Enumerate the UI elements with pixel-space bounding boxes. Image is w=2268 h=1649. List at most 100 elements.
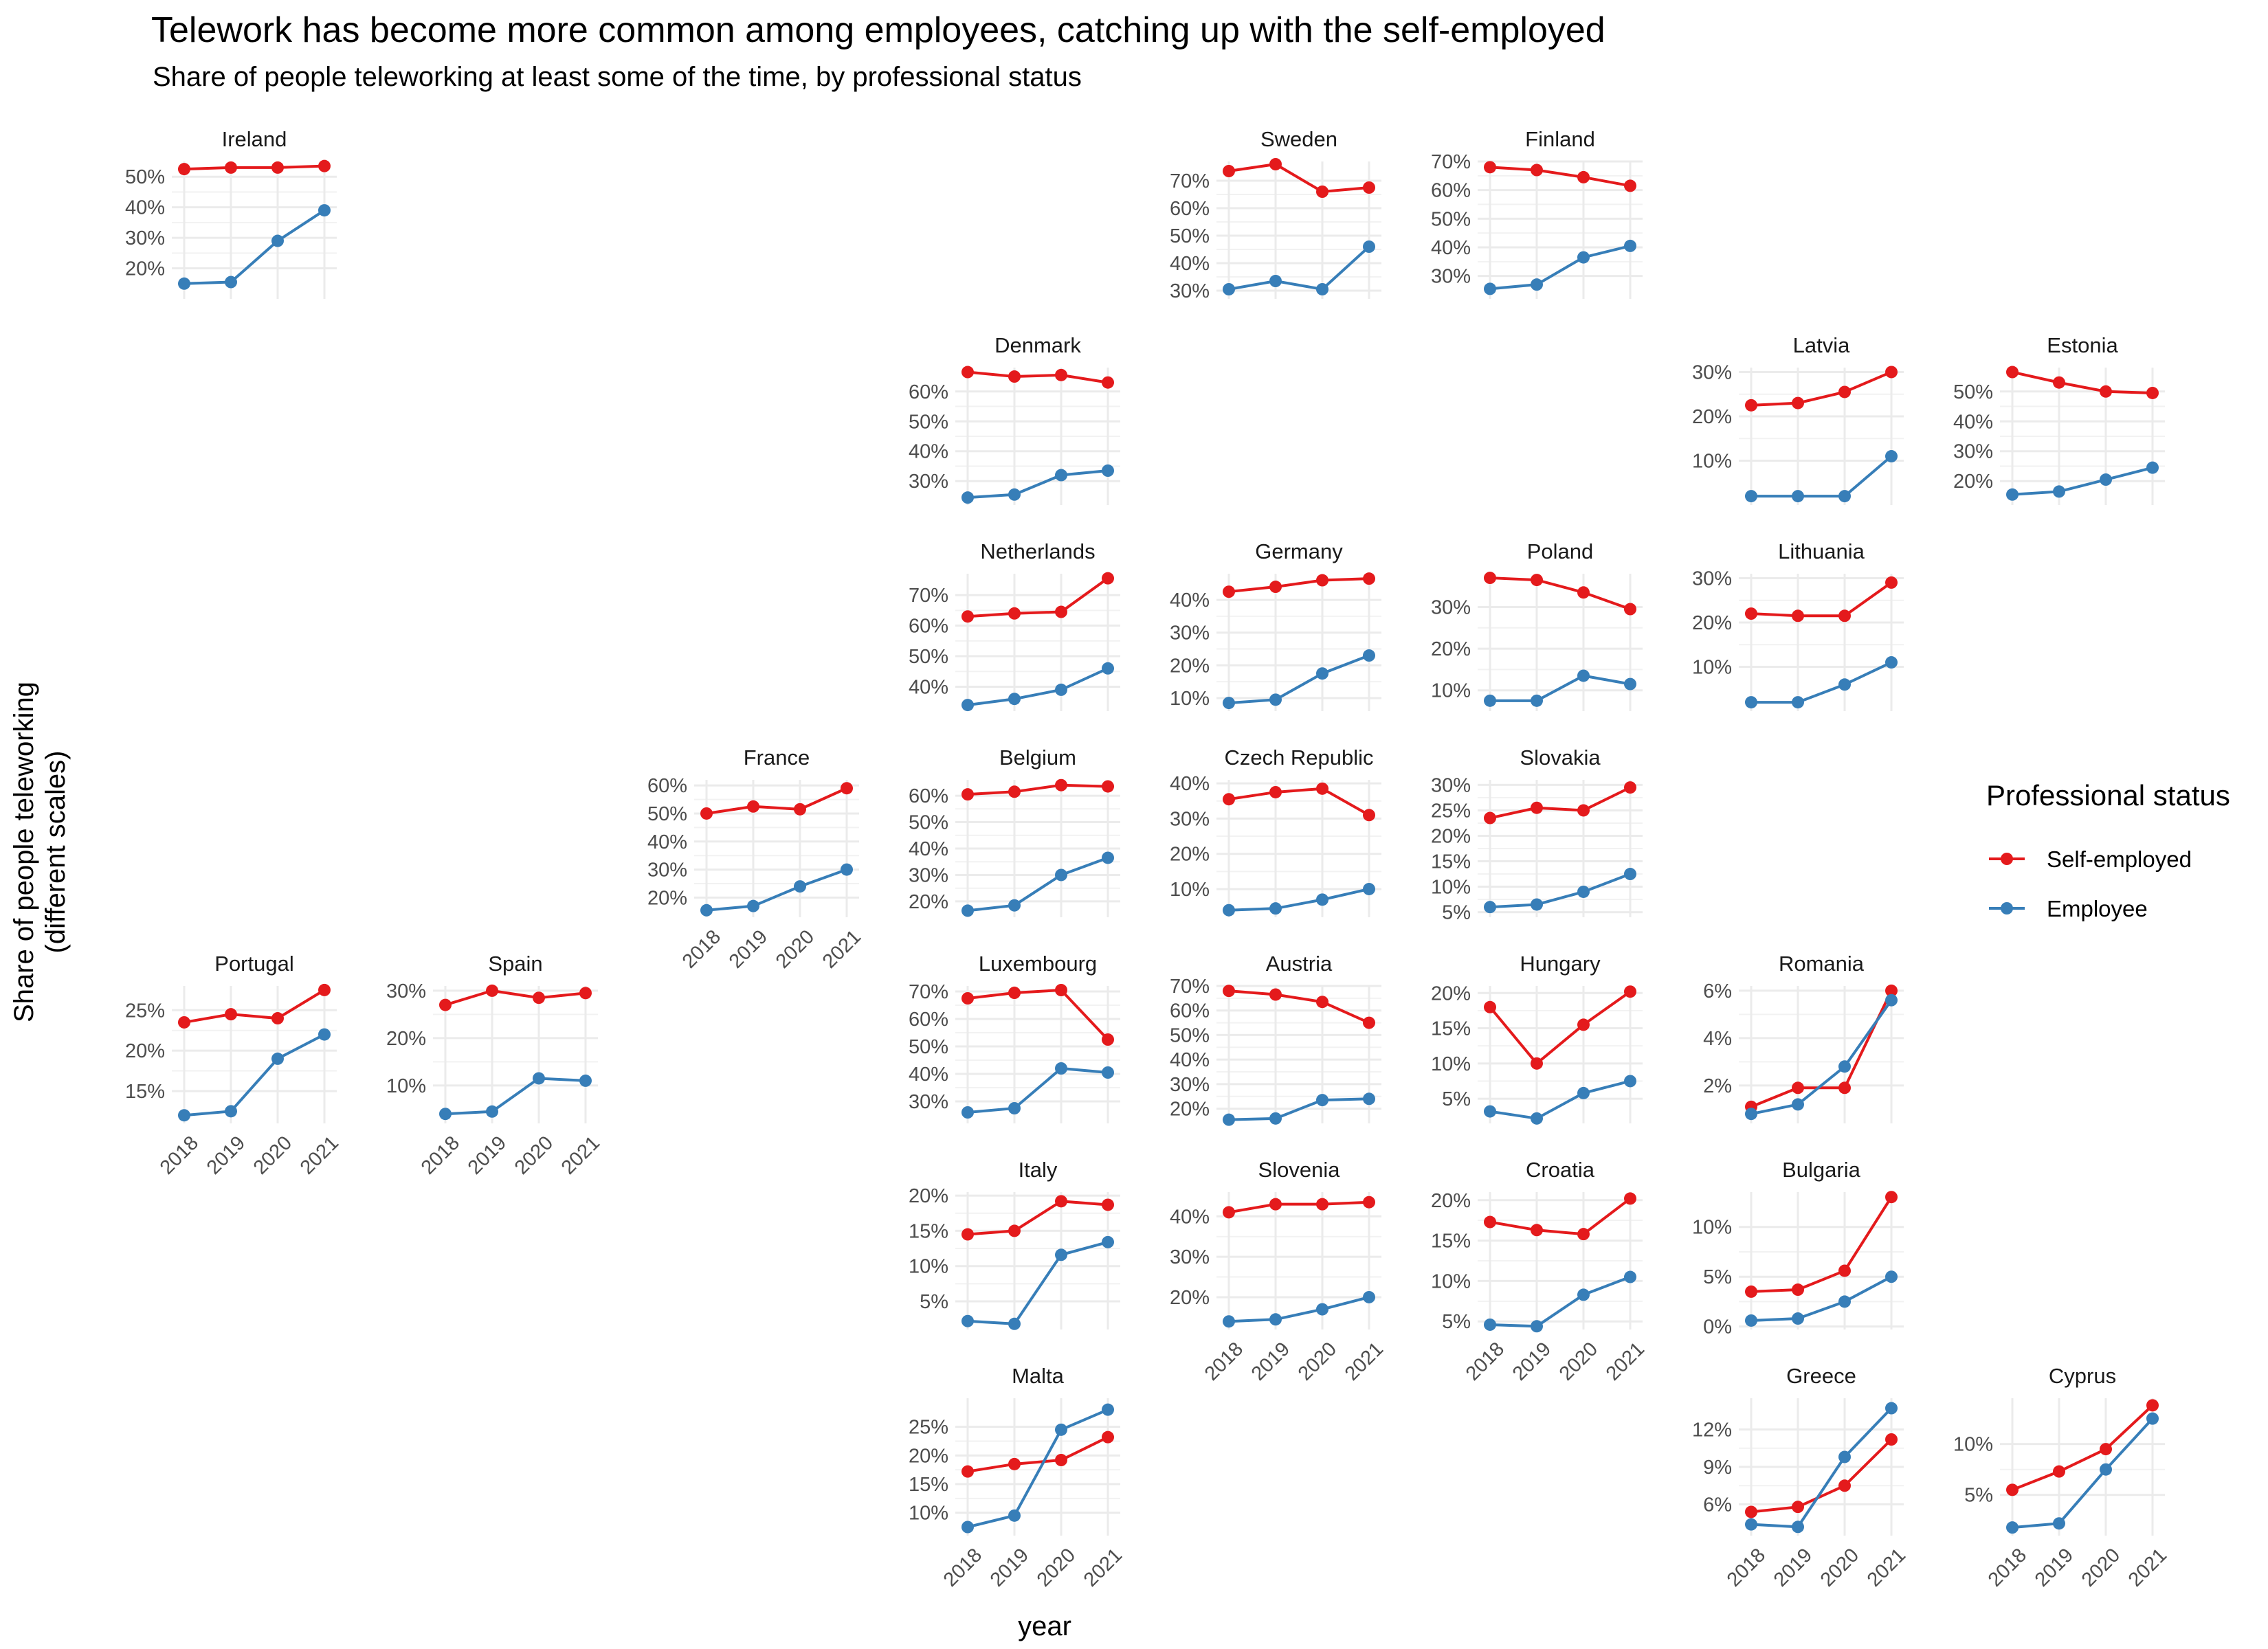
employee-line (1228, 245, 1370, 291)
self_employed-point (439, 998, 452, 1011)
employee-point (1792, 696, 1804, 709)
legend-item-self-employed: Self-employed (1989, 846, 2192, 872)
employee-point (1102, 662, 1114, 675)
x-tick-label: 2020 (1816, 1544, 1863, 1591)
employee-point (1885, 994, 1898, 1007)
y-tick-label: 50% (1953, 381, 1993, 403)
employee-point (1316, 1303, 1328, 1316)
self_employed-point (1102, 1198, 1114, 1211)
x-tick-label: 2021 (296, 1132, 343, 1178)
y-tick-label: 10% (1431, 1053, 1471, 1075)
self_employed-point (1102, 780, 1114, 793)
employee-point (225, 1105, 237, 1118)
employee-line (2012, 1417, 2154, 1529)
y-tick-label: 60% (909, 785, 948, 807)
employee-line (1228, 1296, 1370, 1323)
panel-hungary: 5% 10% 15% 20% Hungary (1431, 952, 1643, 1125)
y-tick-label: 10% (1170, 879, 1210, 901)
y-tick-label: 5% (920, 1291, 948, 1313)
y-tick-label: 20% (909, 891, 948, 913)
employee-point (1745, 1108, 1757, 1121)
y-tick-label: 50% (1170, 225, 1210, 247)
self_employed-point (1531, 574, 1543, 587)
employee-point (1531, 1112, 1543, 1125)
y-tick-label: 70% (1170, 976, 1210, 998)
employee-point (1531, 1320, 1543, 1333)
employee-line (967, 469, 1109, 500)
y-tick-label: 40% (1170, 773, 1210, 795)
employee-point (2006, 488, 2019, 501)
y-tick-label: 50% (909, 411, 948, 433)
employee-point (1055, 1062, 1067, 1075)
self_employed-line (184, 164, 325, 171)
self_employed-point (1745, 1285, 1757, 1298)
self_employed-point (1363, 1016, 1375, 1029)
employee-point (1055, 1423, 1067, 1436)
self_employed-point (1223, 165, 1235, 177)
employee-line (1228, 1097, 1370, 1121)
y-tick-label: 15% (1431, 851, 1471, 873)
y-tick-label: 20% (1692, 406, 1732, 428)
employee-point (1484, 1105, 1496, 1118)
self_employed-point (1484, 1000, 1496, 1013)
employee-point (1624, 868, 1636, 881)
employee-point (1624, 239, 1636, 252)
employee-point (1363, 240, 1375, 253)
panel-title: Denmark (994, 333, 1081, 357)
self_employed-point (747, 800, 759, 813)
y-tick-label: 30% (1170, 1074, 1210, 1096)
employee-point (1838, 1450, 1851, 1463)
self_employed-line (1228, 989, 1370, 1024)
employee-line (445, 1077, 586, 1116)
y-tick-label: 20% (125, 258, 165, 280)
panel-title: Malta (1012, 1364, 1065, 1388)
employee-line (1489, 244, 1631, 291)
employee-point (2146, 461, 2159, 474)
employee-point (1577, 1086, 1590, 1099)
employee-point (1838, 1060, 1851, 1073)
panel-title: Romania (1779, 952, 1865, 976)
y-tick-label: 10% (1431, 877, 1471, 899)
panel-spain: 10% 20% 30% Spain 2018 2019 2020 2021 (386, 952, 604, 1179)
y-tick-label: 60% (909, 1009, 948, 1031)
y-tick-label: 30% (909, 864, 948, 886)
employee-point (1269, 693, 1282, 706)
y-tick-label: 50% (1431, 208, 1471, 230)
self_employed-line (1228, 787, 1370, 817)
employee-line (967, 856, 1109, 912)
self_employed-point (2100, 385, 2112, 398)
self_employed-point (178, 1016, 190, 1029)
x-tick-label: 2021 (1080, 1544, 1126, 1591)
self_employed-point (1792, 609, 1804, 622)
employee-line (2012, 466, 2153, 496)
x-tick-label: 2019 (203, 1132, 249, 1178)
panel-estonia: 20% 30% 40% 50% Estonia (1953, 333, 2165, 505)
y-tick-label: 5% (1442, 1088, 1471, 1110)
employee-line (1751, 661, 1892, 704)
self_employed-point (1055, 1195, 1067, 1208)
self_employed-point (1792, 396, 1804, 410)
employee-point (1055, 1248, 1067, 1261)
panel-lithuania: 10% 20% 30% Lithuania (1692, 539, 1904, 711)
self_employed-point (1363, 809, 1375, 822)
employee-point (1885, 1402, 1898, 1415)
x-tick-label: 2020 (511, 1132, 557, 1178)
self_employed-point (1055, 1454, 1067, 1466)
employee-line (1228, 888, 1370, 912)
y-tick-label: 0% (1703, 1316, 1732, 1338)
employee-line (1489, 1275, 1631, 1328)
self_employed-point (2100, 1443, 2112, 1456)
self_employed-point (1269, 1198, 1282, 1211)
employee-point (271, 1052, 284, 1065)
y-tick-label: 30% (125, 227, 165, 249)
y-tick-label: 10% (1431, 680, 1471, 702)
x-tick-label: 2018 (1723, 1544, 1770, 1591)
self_employed-line (1750, 990, 1893, 1108)
y-tick-label: 20% (1431, 825, 1471, 847)
y-tick-label: 40% (647, 831, 687, 853)
self_employed-point (1885, 1433, 1898, 1446)
panel-title: Finland (1525, 127, 1595, 151)
y-tick-label: 20% (1431, 1190, 1471, 1212)
panel-title: Sweden (1260, 127, 1337, 151)
legend-key-point (2001, 853, 2013, 865)
